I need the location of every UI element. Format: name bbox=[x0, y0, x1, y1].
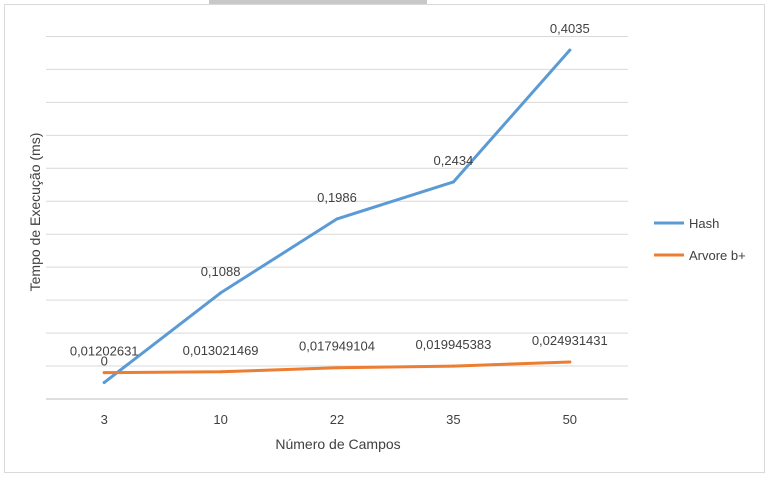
data-label: 0,017949104 bbox=[299, 339, 375, 354]
data-point bbox=[568, 360, 572, 364]
gridlines bbox=[46, 35, 628, 400]
data-point bbox=[102, 371, 106, 375]
x-axis-title: Número de Campos bbox=[275, 436, 400, 452]
x-tick-label: 10 bbox=[213, 412, 227, 427]
data-label: 0,4035 bbox=[550, 21, 590, 36]
data-point bbox=[219, 291, 223, 295]
data-labels: 0 0,1088 0,1986 0,2434 0,4035 0,01202631 0,013… bbox=[70, 21, 608, 368]
x-tick-label: 3 bbox=[101, 412, 108, 427]
data-label: 0,013021469 bbox=[183, 343, 259, 358]
x-tick-label: 50 bbox=[563, 412, 577, 427]
data-label: 0,019945383 bbox=[415, 337, 491, 352]
data-point bbox=[451, 364, 455, 368]
data-point bbox=[335, 217, 339, 221]
data-point bbox=[102, 381, 106, 385]
legend: Hash Arvore b+ bbox=[654, 216, 746, 263]
window-top-bar bbox=[209, 0, 427, 4]
x-axis-ticks: 3 10 22 35 50 bbox=[101, 412, 577, 427]
legend-label: Hash bbox=[689, 216, 719, 231]
data-label: 0,2434 bbox=[434, 153, 474, 168]
x-tick-label: 22 bbox=[330, 412, 344, 427]
data-point bbox=[451, 180, 455, 184]
data-label: 0,024931431 bbox=[532, 333, 608, 348]
y-axis-title: Tempo de Execução (ms) bbox=[27, 133, 43, 292]
series-lines bbox=[102, 48, 572, 385]
data-label: 0,01202631 bbox=[70, 344, 139, 359]
data-point bbox=[335, 366, 339, 370]
data-label: 0 bbox=[101, 354, 108, 369]
data-label: 0,1088 bbox=[201, 264, 241, 279]
data-label: 0,1986 bbox=[317, 190, 357, 205]
data-point bbox=[568, 48, 572, 52]
chart-frame bbox=[4, 4, 765, 473]
data-point bbox=[219, 370, 223, 374]
x-tick-label: 35 bbox=[446, 412, 460, 427]
legend-label: Arvore b+ bbox=[689, 248, 746, 263]
